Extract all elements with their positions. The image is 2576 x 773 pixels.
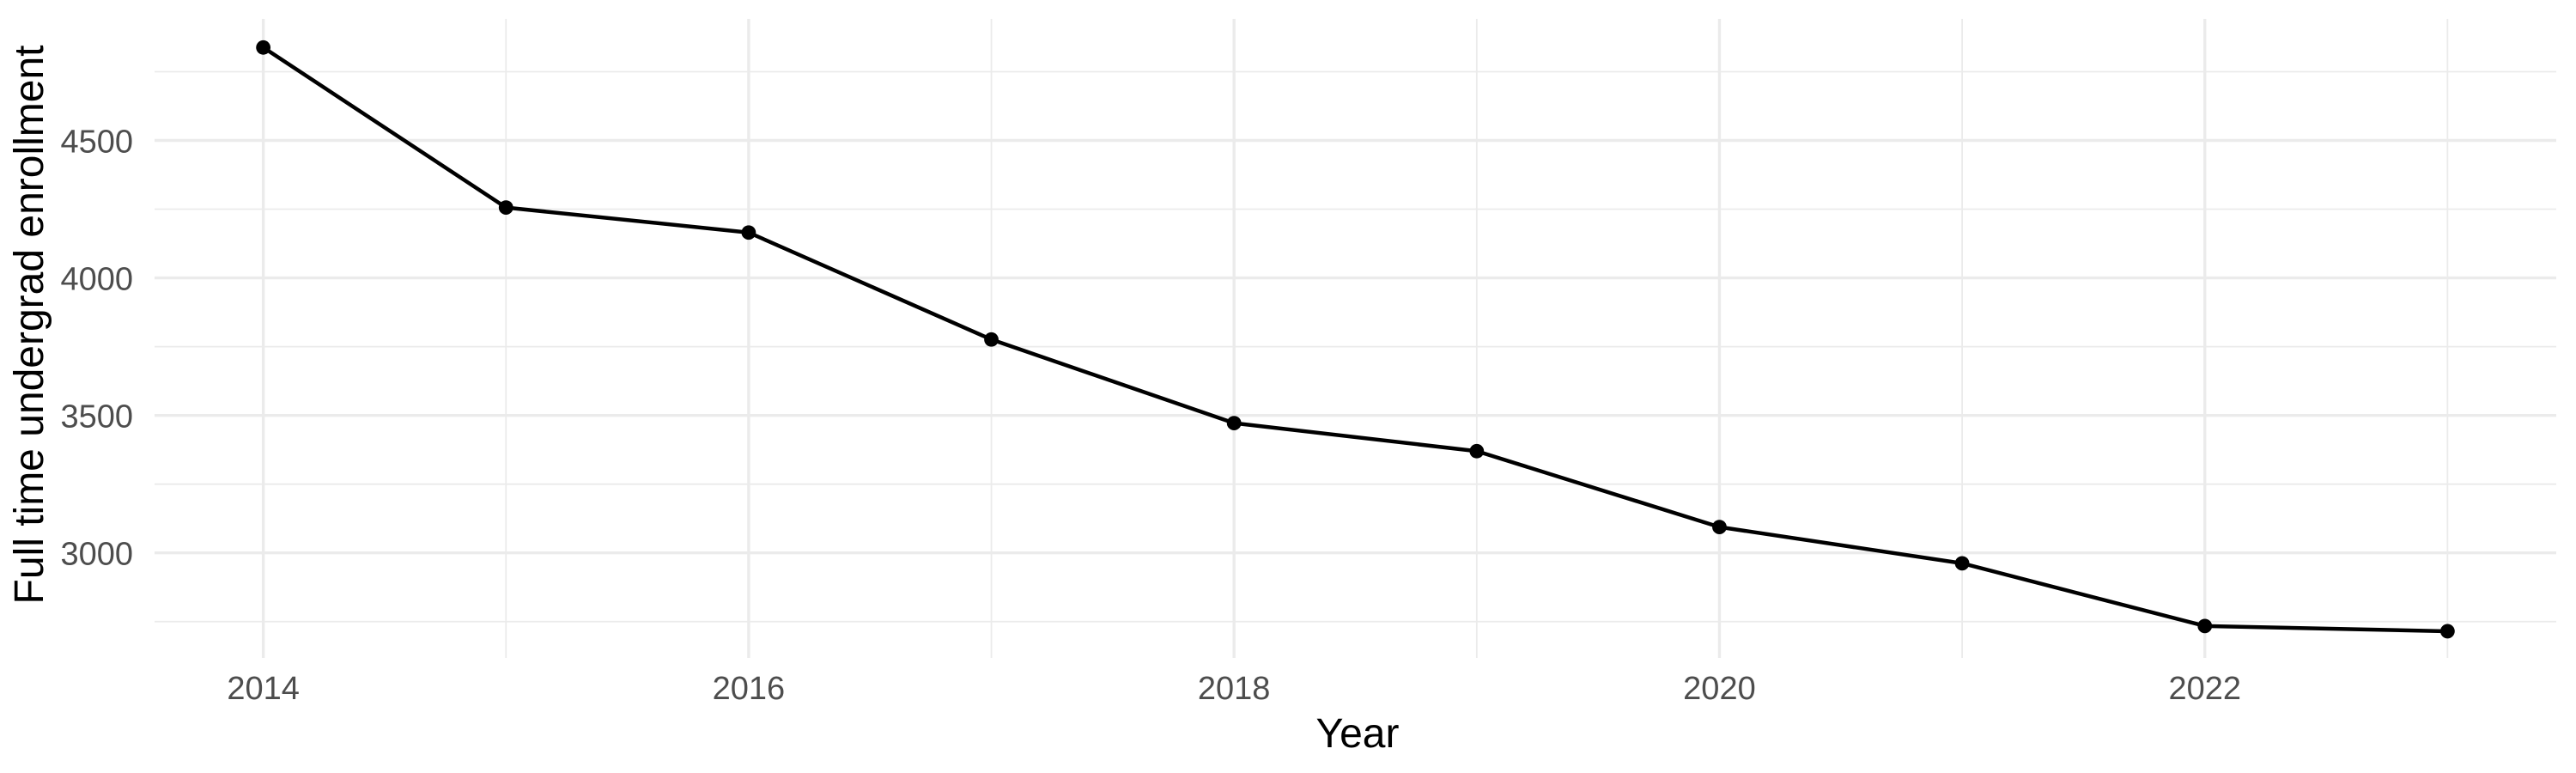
y-tick-label: 3500 bbox=[60, 399, 133, 435]
axis-tick-labels: 3000 3500 4000 4500 2014 2016 2018 2020 2022 bbox=[60, 125, 2241, 707]
x-tick-label: 2022 bbox=[2168, 671, 2241, 707]
y-tick-label: 4500 bbox=[60, 125, 133, 161]
data-point-2023 bbox=[2439, 624, 2455, 639]
data-point-2017 bbox=[984, 332, 999, 347]
x-axis-title: Year bbox=[1316, 711, 1400, 757]
y-tick-label: 4000 bbox=[60, 262, 133, 298]
x-tick-label: 2016 bbox=[713, 671, 786, 707]
data-point-2016 bbox=[741, 225, 756, 240]
enrollment-trend-line bbox=[261, 46, 2450, 634]
minor-gridlines bbox=[155, 19, 2556, 658]
data-point-2020 bbox=[1712, 520, 1727, 535]
x-tick-label: 2014 bbox=[227, 671, 300, 707]
series-layer bbox=[256, 40, 2455, 639]
x-tick-label: 2020 bbox=[1683, 671, 1756, 707]
x-tick-label: 2018 bbox=[1198, 671, 1271, 707]
data-point-2022 bbox=[2197, 618, 2213, 634]
data-point-2018 bbox=[1226, 416, 1242, 431]
y-tick-label: 3000 bbox=[60, 537, 133, 573]
data-point-2019 bbox=[1469, 443, 1485, 459]
y-axis-title: Full time undergrad enrollment bbox=[7, 46, 52, 605]
data-point-2021 bbox=[1954, 556, 1970, 571]
data-point-2014 bbox=[256, 40, 271, 55]
data-point-2015 bbox=[498, 200, 513, 216]
major-gridlines bbox=[155, 19, 2556, 658]
